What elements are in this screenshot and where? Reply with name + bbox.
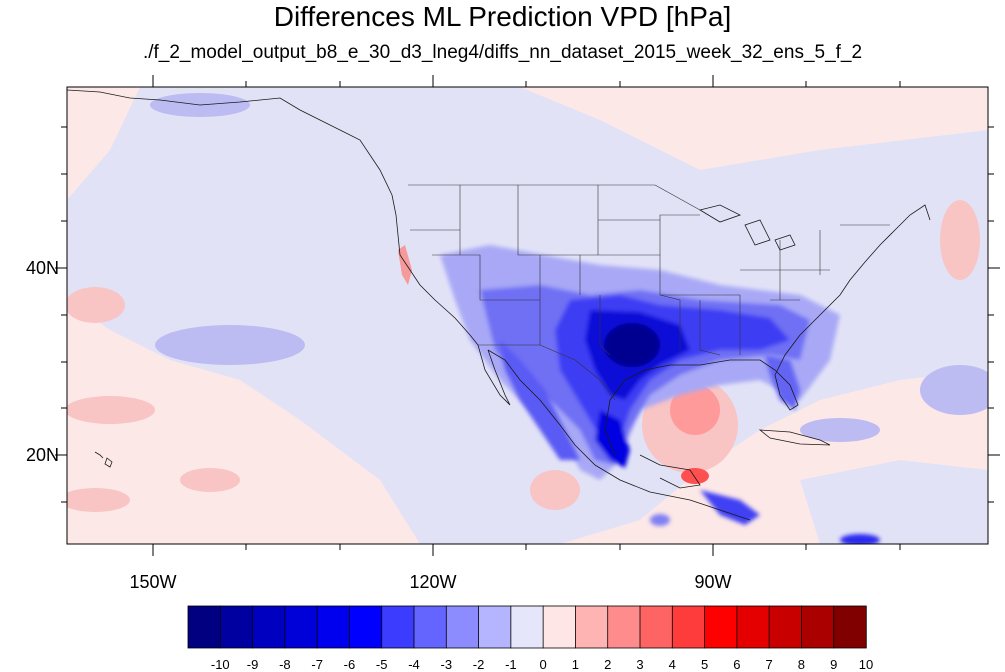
colorbar-box-4 [316,605,351,649]
colorbar-tick-label: 1 [571,657,580,672]
lat-label-40n: 40N [26,258,60,278]
central-america-anomaly [650,490,880,544]
colorbar-tick-label: -7 [311,657,323,672]
california-positive-strip [398,245,412,285]
colorbar-tick-label: 3 [636,657,644,672]
colorbar-tick-label: 5 [700,657,709,672]
colorbar-box-11 [542,605,577,649]
colorbar-box-15 [671,605,706,649]
longitude-ticks [152,75,901,556]
colorbar-tick-label: 8 [797,657,806,672]
colorbar-box-5 [349,605,383,649]
colorbar-box-12 [575,605,609,649]
colorbar [187,605,867,649]
pink-core [670,385,720,435]
colorbar-tick-label: 9 [830,657,838,672]
colorbar-box-20 [833,605,867,649]
colorbar-box-9 [478,605,512,649]
colorbar-tick-label: -10 [210,657,230,672]
colorbar-tick-label: -9 [246,657,259,672]
colorbar-tick-label: 7 [765,657,773,672]
colorbar-tick-label: 2 [604,657,612,672]
map-subtitle: ./f_2_model_output_b8_e_30_d3_lneg4/diff… [142,42,863,63]
colorbar-box-6 [381,605,415,649]
colorbar-tick-label: -2 [472,657,485,672]
coastlines [67,89,931,521]
colorbar-box-19 [801,605,835,649]
colorbar-box-7 [413,605,447,649]
light-blue-ocean-patches [150,93,988,442]
lat-label-20n: 20N [26,445,60,465]
colorbar-tick-label: 4 [668,657,676,672]
borders [408,184,890,401]
colorbar-tick-label: -1 [505,657,517,672]
latitude-ticks [55,126,1000,503]
colorbar-tick-label: -8 [279,657,291,672]
colorbar-tick-label: -5 [375,657,388,672]
colorbar-box-1 [219,605,254,649]
colorbar-box-8 [445,605,480,649]
colorbar-box-14 [639,605,673,649]
colorbar-box-18 [768,605,803,649]
colorbar-box-17 [736,605,770,649]
map-title: Differences ML Prediction VPD [hPa] [273,1,732,32]
red-spot [681,468,709,484]
colorbar-tick-label: 6 [733,657,741,672]
colorbar-tick-label: -4 [408,657,420,672]
colorbar-tick-label: 10 [858,657,874,672]
lon-label-150w: 150W [129,572,177,592]
lon-label-120w: 120W [409,572,457,592]
colorbar-box-3 [284,605,318,649]
colorbar-tick-label: 0 [539,657,547,672]
lon-label-90w: 90W [694,572,732,592]
colorbar-box-10 [510,605,544,649]
colorbar-tick-label: -6 [343,657,356,672]
map-area [67,87,988,544]
colorbar-tick-label: -3 [440,657,453,672]
colorbar-box-2 [252,605,286,649]
colorbar-box-16 [704,605,738,649]
colorbar-box-0 [187,605,221,649]
pink-patches [67,200,980,512]
colorbar-box-13 [607,605,641,649]
